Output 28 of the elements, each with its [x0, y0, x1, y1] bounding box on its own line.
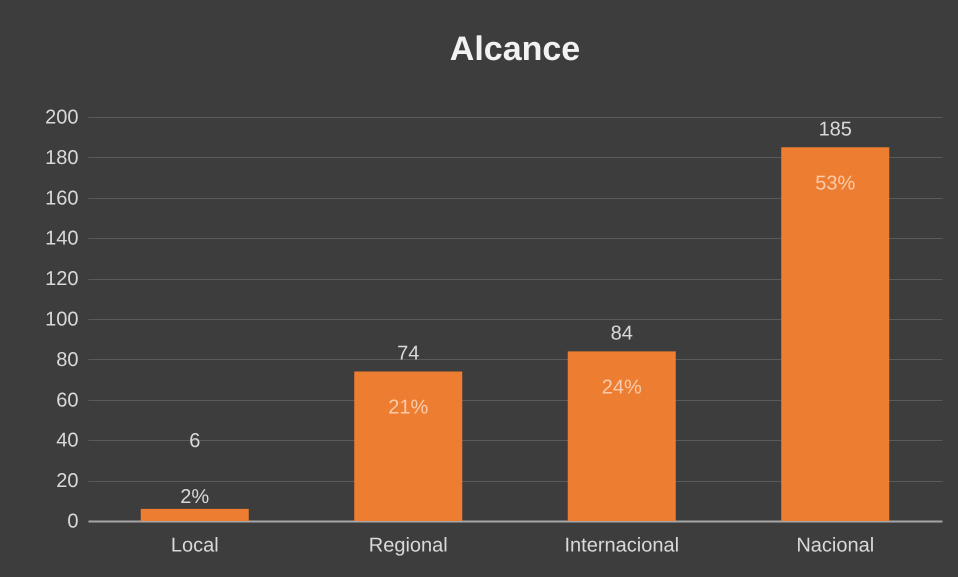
annotation: 24%	[602, 376, 642, 398]
data-label: 6	[189, 430, 200, 452]
annotation: 53%	[815, 172, 856, 194]
x-tick-label: Nacional	[796, 534, 874, 556]
data-label: 185	[818, 118, 852, 140]
annotation: 21%	[388, 396, 428, 419]
annotation: 2%	[180, 486, 210, 508]
y-tick-label: 140	[45, 228, 78, 250]
chart-title: Alcance	[450, 30, 580, 68]
y-tick-label: 200	[45, 106, 78, 128]
bar	[781, 147, 890, 521]
y-tick-label: 80	[56, 348, 78, 371]
x-tick-label: Regional	[368, 534, 448, 556]
y-tick-label: 180	[45, 146, 78, 169]
bar	[568, 351, 676, 521]
bar	[140, 508, 249, 521]
y-tick-label: 0	[67, 510, 78, 532]
x-tick-label: Local	[170, 534, 219, 556]
y-tick-label: 40	[56, 430, 78, 452]
y-tick-label: 60	[56, 389, 78, 412]
y-tick-label: 20	[56, 470, 78, 492]
y-tick-label: 160	[45, 187, 78, 210]
x-tick-label: Internacional	[564, 534, 680, 556]
data-label: 74	[397, 342, 420, 365]
y-tick-label: 100	[45, 308, 78, 330]
bar	[354, 372, 462, 521]
y-tick-label: 120	[45, 268, 78, 290]
data-label: 84	[610, 322, 633, 344]
